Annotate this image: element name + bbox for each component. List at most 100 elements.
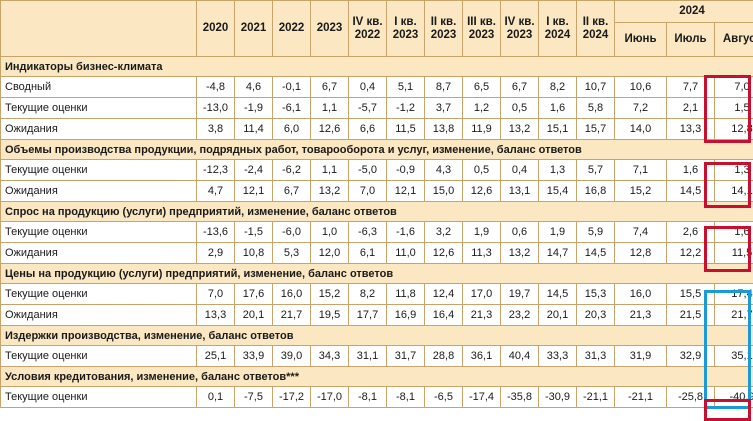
value-cell: 16,8 [576,180,615,202]
table-row: Ожидания 13,3 20,1 21,7 19,5 17,7 16,9 16,4 21,3… [0,304,753,326]
col-header: Июнь [614,22,667,57]
table-row: Ожидания 3,8 11,4 6,0 12,6 6,6 11,5 13,8 11,9 13,… [0,118,753,140]
value-cell: 15,2 [310,283,349,305]
col-header: 2020 [196,0,235,57]
section-title: Цены на продукцию (услуги) предприятий, … [0,263,753,284]
value-cell: 13,2 [310,180,349,202]
value-cell: 2,1 [666,97,715,119]
value-cell: 10,7 [576,76,615,98]
value-cell: -8,1 [386,386,425,408]
value-cell: -6,5 [424,386,463,408]
section-header-row: Издержки производства, изменение, баланс… [0,325,753,346]
value-cell: 7,2 [614,97,667,119]
value-cell: 12,1 [234,180,273,202]
row-label: Ожидания [0,242,197,264]
value-cell: 34,3 [310,345,349,367]
value-cell: 0,4 [500,159,539,181]
row-label: Текущие оценки [0,386,197,408]
value-cell: 16,0 [614,283,667,305]
value-cell: 3,8 [196,118,235,140]
value-cell: 17,4 [713,283,753,305]
value-cell: 8,7 [424,76,463,98]
value-cell: 17,0 [462,283,501,305]
value-cell: 10,8 [234,242,273,264]
value-cell: 8,2 [538,76,577,98]
value-cell: 11,9 [462,118,501,140]
value-cell: 12,6 [424,242,463,264]
section-header-row: Условия кредитования, изменение, баланс … [0,366,753,387]
table-header: 2020 2021 2022 2023 IV кв. 2022 I кв. 20… [0,0,753,57]
value-cell: -1,9 [234,97,273,119]
col-header: I кв. 2024 [538,0,577,57]
row-label: Ожидания [0,180,197,202]
value-cell: 35,1 [713,345,753,367]
value-cell: 2,9 [196,242,235,264]
value-cell: 40,4 [500,345,539,367]
section-title: Условия кредитования, изменение, баланс … [0,366,753,387]
value-cell: 14,5 [538,283,577,305]
value-cell: 6,6 [348,118,387,140]
value-cell: -6,3 [348,221,387,243]
value-cell: 33,3 [538,345,577,367]
value-cell: 12,8 [713,118,753,140]
value-cell: 17,7 [348,304,387,326]
value-cell: 20,1 [538,304,577,326]
value-cell: -17,2 [272,386,311,408]
value-cell: 16,4 [424,304,463,326]
value-cell: 1,5 [713,97,753,119]
table-row: Сводный -4,8 4,6 -0,1 6,7 0,4 5,1 8,7 6,5 6,7 8,2 1… [0,76,753,98]
value-cell: 28,8 [424,345,463,367]
value-cell: 13,3 [196,304,235,326]
value-cell: 31,1 [348,345,387,367]
value-cell: 10,6 [614,76,667,98]
col-header: IV кв. 2022 [348,0,387,57]
value-cell: 15,0 [424,180,463,202]
table-row: Текущие оценки 7,0 17,6 16,0 15,2 8,2 11,8 12,4… [0,283,753,305]
value-cell: 0,4 [348,76,387,98]
section-header-row: Спрос на продукцию (услуги) предприятий,… [0,201,753,222]
value-cell: 21,3 [462,304,501,326]
value-cell: 3,7 [424,97,463,119]
value-cell: 7,0 [196,283,235,305]
value-cell: 13,2 [500,118,539,140]
value-cell: 5,7 [576,159,615,181]
value-cell: -1,5 [234,221,273,243]
value-cell: 6,0 [272,118,311,140]
value-cell: 31,3 [576,345,615,367]
value-cell: -21,1 [576,386,615,408]
row-label: Ожидания [0,118,197,140]
value-cell: 21,7 [272,304,311,326]
value-cell: 14,5 [576,242,615,264]
value-cell: 4,6 [234,76,273,98]
col-header: 2021 [234,0,273,57]
value-cell: 6,7 [272,180,311,202]
value-cell: 7,4 [614,221,667,243]
value-cell: -17,0 [310,386,349,408]
value-cell: -13,0 [196,97,235,119]
value-cell: -4,8 [196,76,235,98]
value-cell: 4,3 [424,159,463,181]
row-label: Текущие оценки [0,345,197,367]
value-cell: 4,7 [196,180,235,202]
business-climate-table: 2020 2021 2022 2023 IV кв. 2022 I кв. 20… [0,0,753,408]
value-cell: 15,4 [538,180,577,202]
table-row: Текущие оценки 25,1 33,9 39,0 34,3 31,1 31,7 28… [0,345,753,367]
value-cell: 14,1 [713,180,753,202]
value-cell: 1,3 [538,159,577,181]
value-cell: -0,1 [272,76,311,98]
value-cell: -8,1 [348,386,387,408]
value-cell: -6,0 [272,221,311,243]
value-cell: 31,7 [386,345,425,367]
value-cell: 6,1 [348,242,387,264]
value-cell: 1,9 [462,221,501,243]
value-cell: 16,0 [272,283,311,305]
row-label: Текущие оценки [0,159,197,181]
table-row: Текущие оценки 0,1 -7,5 -17,2 -17,0 -8,1 -8,1-… [0,386,753,408]
value-cell: -6,1 [272,97,311,119]
section-title: Издержки производства, изменение, баланс… [0,325,753,346]
value-cell: 14,7 [538,242,577,264]
col-header: II кв. 2024 [576,0,615,57]
row-label: Текущие оценки [0,221,197,243]
value-cell: 13,2 [500,242,539,264]
